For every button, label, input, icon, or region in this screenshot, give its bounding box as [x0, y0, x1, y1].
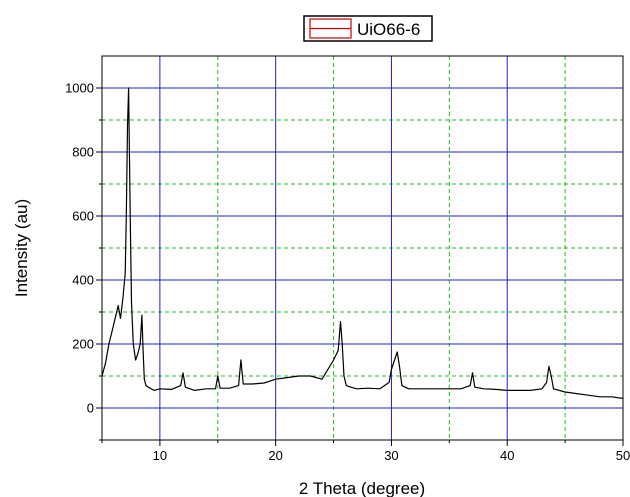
series-layer	[101, 87, 624, 399]
y-tick-label: 600	[72, 209, 94, 224]
x-tick-label: 20	[268, 448, 282, 463]
x-tick-label: 50	[616, 448, 630, 463]
legend-label: UiO66-6	[357, 20, 420, 39]
x-tick-label: 40	[500, 448, 514, 463]
x-tick-label: 10	[153, 448, 167, 463]
y-tick-label: 800	[72, 145, 94, 160]
major-gridlines	[102, 56, 623, 440]
axis-ticks	[96, 87, 624, 446]
y-tick-labels: 0 200 400 600 800 1000	[65, 81, 94, 416]
y-axis-title: Intensity (au)	[12, 199, 31, 297]
minor-gridlines	[102, 56, 623, 440]
x-tick-label: 30	[384, 448, 398, 463]
y-tick-label: 200	[72, 337, 94, 352]
series-line	[101, 87, 624, 399]
x-tick-labels: 10 20 30 40 50	[153, 448, 630, 463]
y-tick-label: 0	[87, 401, 94, 416]
y-tick-label: 1000	[65, 81, 94, 96]
x-axis-title: 2 Theta (degree)	[299, 479, 425, 497]
legend: UiO66-6	[303, 15, 433, 42]
y-tick-label: 400	[72, 273, 94, 288]
